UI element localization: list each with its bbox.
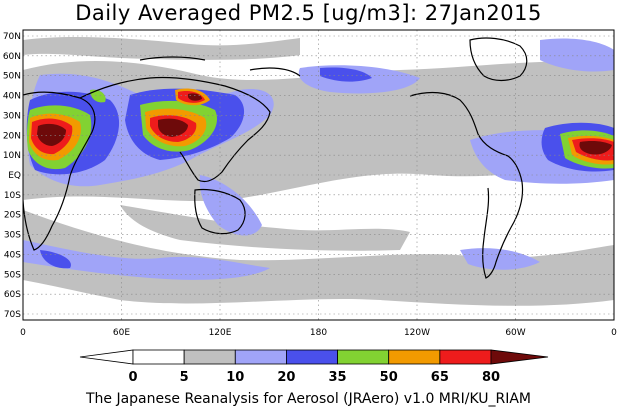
legend-tick-label: 5 — [180, 370, 189, 385]
lon-label: 0 — [611, 328, 617, 338]
lat-label: 50S — [4, 270, 21, 280]
lat-label: 30N — [3, 111, 21, 121]
lat-label: 40N — [3, 92, 21, 102]
lat-label: 30S — [4, 231, 21, 241]
lat-label: 10S — [4, 191, 21, 201]
legend-tick-label: 10 — [226, 370, 244, 385]
legend-arrow-left — [79, 349, 134, 365]
legend-swatch — [337, 349, 390, 365]
legend-swatch — [183, 349, 236, 365]
footer-credit: The Japanese Reanalysis for Aerosol (JRA… — [85, 391, 532, 407]
lat-label: 70S — [4, 310, 21, 320]
pm25-level-80-plus — [37, 93, 612, 155]
legend-tick-label: 50 — [380, 370, 398, 385]
lat-label: 60S — [4, 290, 21, 300]
latitude-labels: 70N 60N 50N 40N 30N 20N 10N EQ 10S 20S 30S 40S 50S 60… — [3, 32, 21, 320]
legend-swatch — [286, 349, 338, 365]
pm25-field — [23, 37, 614, 306]
lat-label: EQ — [8, 171, 21, 181]
map-frame — [22, 29, 615, 321]
lat-label: 10N — [3, 151, 21, 161]
lon-label: 120W — [404, 328, 430, 338]
legend-swatch — [234, 349, 287, 365]
lon-label: 180 — [310, 328, 327, 338]
lon-label: 120E — [209, 328, 232, 338]
lon-label: 60E — [113, 328, 130, 338]
coastlines — [23, 37, 528, 279]
legend-swatch — [132, 349, 185, 365]
lon-label: 60W — [505, 328, 525, 338]
legend-tick-label: 20 — [277, 370, 295, 385]
map-title: Daily Averaged PM2.5 [ug/m3]: 27Jan2015 — [75, 1, 542, 25]
longitude-labels: 0 60E 120E 180 120W 60W 0 — [20, 328, 617, 338]
legend-swatch — [439, 349, 492, 365]
legend-arrow-right — [490, 349, 549, 365]
graticule — [23, 30, 614, 320]
lat-label: 60N — [3, 52, 21, 62]
lat-label: 20N — [3, 131, 21, 141]
lat-label: 20S — [4, 211, 21, 221]
lat-label: 70N — [3, 32, 21, 42]
legend-tick-label: 65 — [431, 370, 449, 385]
legend-swatch — [388, 349, 441, 365]
lat-label: 50N — [3, 72, 21, 82]
lat-label: 40S — [4, 250, 21, 260]
legend-tick-label: 80 — [482, 370, 500, 385]
lon-label: 0 — [20, 328, 26, 338]
legend-tick-label: 35 — [329, 370, 347, 385]
legend-tick-label: 0 — [128, 370, 137, 385]
color-legend: 0 5 10 20 35 50 65 80 — [79, 349, 549, 385]
